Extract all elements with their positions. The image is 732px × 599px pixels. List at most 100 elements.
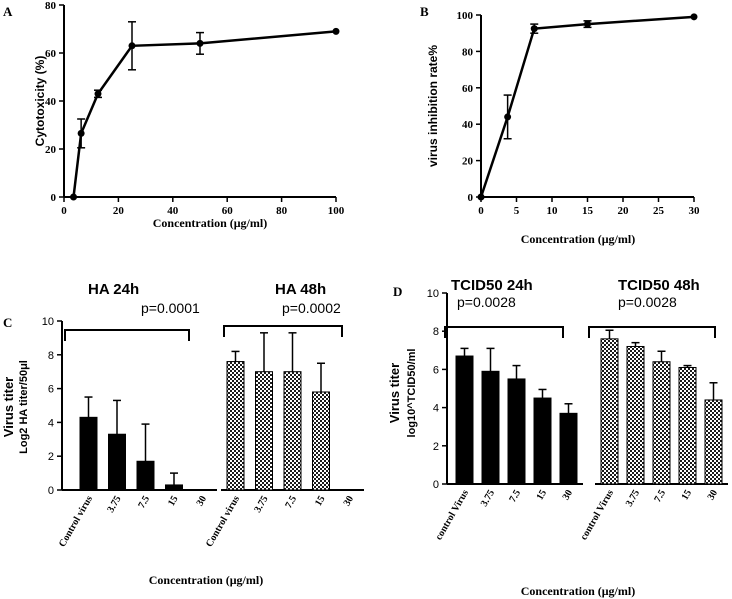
y-tick-label: 100 (457, 10, 474, 22)
data-point (94, 90, 102, 98)
data-point (477, 193, 485, 201)
category-label: Control virus (57, 494, 95, 549)
category-label: 15 (166, 494, 181, 508)
x-axis-label: Concentration (μg/ml) (521, 232, 635, 246)
panel-c: C 0 2 4 6 8 10 Virus titer Log2 HA titer/50μl Con… (1, 281, 364, 587)
panel-a: A 0 20 40 60 80 0 20 40 60 80 100 Concentration (μg/… (3, 0, 345, 230)
bar (455, 355, 474, 485)
y-tick-label: 0 (433, 479, 439, 491)
panel-label-a: A (3, 4, 13, 19)
data-point (530, 25, 538, 33)
data-point (332, 27, 340, 35)
y-axis-label: log10^TCID50/ml (406, 349, 418, 438)
series-line (72, 30, 337, 198)
x-tick-label: 40 (167, 205, 179, 217)
y-tick-label: 60 (45, 48, 57, 60)
y-tick-label: 40 (45, 96, 57, 108)
category-label: 3.75 (624, 488, 642, 509)
category-label: control Virus (433, 488, 471, 542)
bar (108, 433, 126, 491)
x-tick-label: 5 (514, 205, 520, 217)
bar (255, 371, 273, 491)
bar (704, 399, 723, 485)
group-title: TCID50 24h (451, 277, 533, 294)
group-title: HA 24h (88, 281, 139, 298)
significance-bracket (444, 326, 564, 338)
y-axis-label: virus inhibition rate% (426, 45, 440, 167)
category-label: 3.75 (105, 494, 123, 515)
x-tick-label: 20 (618, 205, 630, 217)
category-label: 7.5 (283, 494, 299, 510)
data-point (77, 129, 85, 137)
group-title: HA 48h (275, 281, 326, 298)
x-tick-label: 20 (113, 205, 125, 217)
y-tick-label: 10 (42, 316, 54, 328)
p-value: p=0.0028 (457, 294, 516, 310)
bar (283, 371, 302, 491)
category-label: 15 (680, 488, 695, 502)
significance-bracket (223, 325, 343, 337)
category-label: 30 (561, 488, 576, 502)
bar (652, 361, 671, 485)
bar (481, 370, 500, 485)
panel-label-d: D (393, 284, 402, 299)
y-axis-label: Log2 HA titer/50μl (18, 360, 30, 454)
x-tick-label: 80 (276, 205, 288, 217)
significance-bracket (588, 326, 716, 338)
x-axis-label: Concentration (μg/ml) (521, 584, 635, 598)
bar (165, 484, 183, 491)
y-tick-label: 2 (433, 441, 439, 453)
y-tick-label: 4 (48, 417, 54, 429)
panel-label-b: B (420, 4, 429, 19)
y-tick-label: 6 (48, 384, 54, 396)
category-label: Control virus (204, 494, 242, 549)
bar (136, 460, 155, 491)
y-tick-label: 40 (462, 119, 474, 131)
y-tick-label: 20 (45, 144, 57, 156)
bar (507, 378, 526, 485)
category-label: 30 (195, 494, 210, 508)
category-label: 3.75 (252, 494, 270, 515)
category-label: 30 (706, 488, 721, 502)
data-point (690, 13, 698, 21)
x-tick-label: 25 (653, 205, 665, 217)
y-tick-label: 60 (462, 83, 474, 95)
category-label: 15 (313, 494, 328, 508)
bar (626, 345, 645, 485)
y-tick-label: 8 (48, 350, 54, 362)
x-axis-label: Concentration (μg/ml) (149, 573, 263, 587)
panel-b: B 0 20 40 60 80 100 0 5 10 15 20 25 30 Concentration (… (420, 4, 700, 246)
y-tick-label: 0 (48, 485, 54, 497)
y-axis-label: Virus titer (387, 363, 402, 423)
y-tick-label: 2 (48, 451, 54, 463)
panel-d: D 0 2 4 6 8 10 Virus titer log10^TCID50/ml Concen… (387, 277, 728, 598)
y-tick-label: 0 (51, 192, 57, 204)
bar (79, 416, 98, 491)
data-point (584, 20, 591, 28)
bar (600, 338, 619, 485)
data-point (70, 193, 78, 201)
x-tick-label: 10 (547, 205, 559, 217)
y-tick-label: 80 (45, 0, 57, 12)
category-label: 7.5 (652, 488, 668, 504)
series-line (479, 15, 695, 198)
y-axis-label: Virus titer (1, 377, 16, 437)
y-tick-label: 20 (462, 156, 474, 168)
category-label: 7.5 (507, 488, 523, 504)
data-point (196, 39, 204, 47)
group-title: TCID50 48h (618, 277, 700, 294)
y-tick-label: 0 (468, 192, 474, 204)
data-point (128, 42, 136, 50)
x-tick-label: 0 (61, 205, 67, 217)
category-label: 30 (342, 494, 357, 508)
y-tick-label: 10 (427, 288, 439, 300)
bar (678, 366, 697, 485)
x-axis-label: Concentration (μg/ml) (153, 216, 267, 230)
p-value: p=0.0002 (282, 300, 341, 316)
y-tick-label: 80 (462, 46, 474, 58)
bar (559, 412, 578, 485)
y-tick-label: 4 (433, 403, 439, 415)
bar (312, 391, 330, 491)
category-label: control Virus (578, 488, 616, 542)
